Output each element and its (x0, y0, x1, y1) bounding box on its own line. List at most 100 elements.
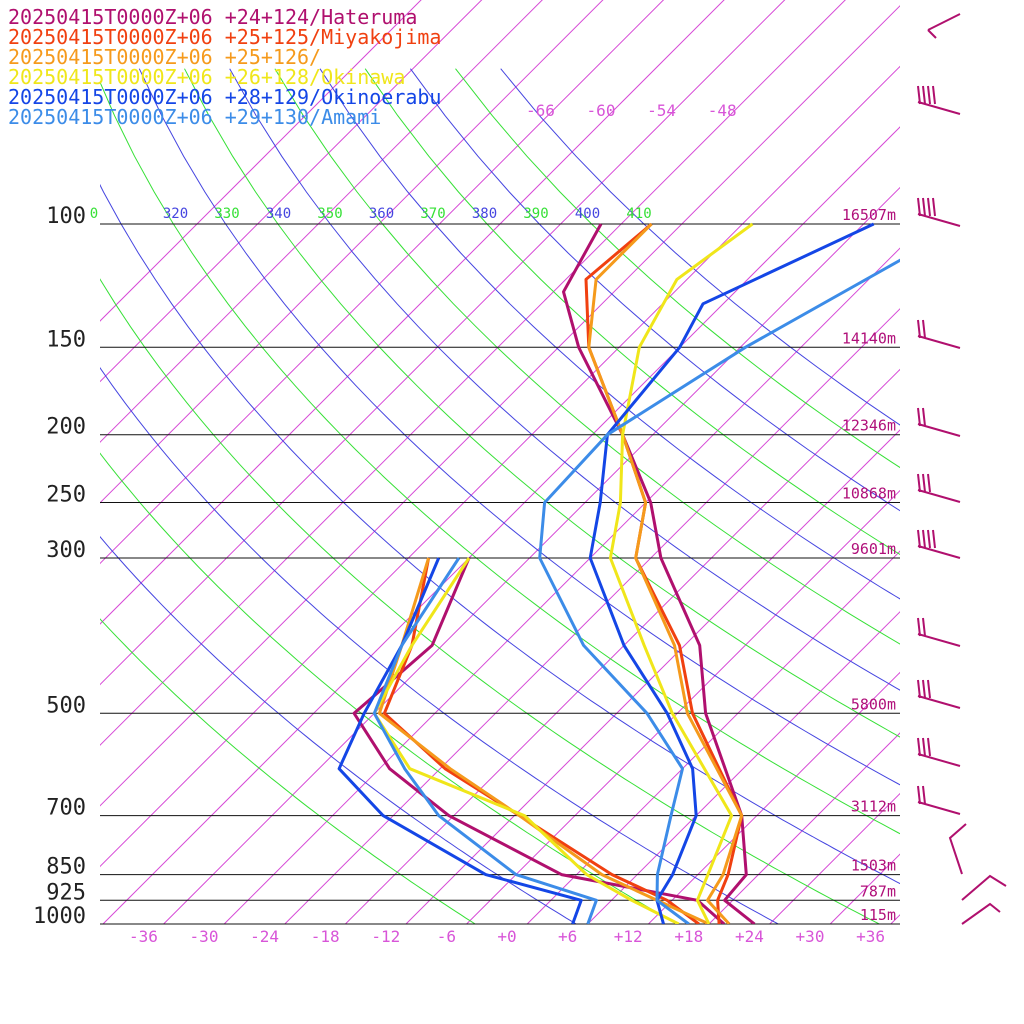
skew-temperature-labels: -66 -60 -54 -48 (526, 101, 737, 120)
temperature-tick-label: -30 (190, 927, 219, 946)
wind-barb-flag (922, 197, 926, 217)
legend: 20250415T0000Z+06 +24+124/Hateruma202504… (8, 5, 441, 129)
skew-temperature-label: -60 (587, 101, 616, 120)
temperature-tick-label: -6 (437, 927, 456, 946)
pressure-label: 700 (46, 796, 86, 821)
wind-barb-staff (961, 874, 1007, 901)
height-labels: 16507m 14140m 12346m 10868m 9601m 5800m 3112m 1… (842, 206, 896, 924)
isotherm-line (100, 0, 422, 322)
wind-barb-flag (917, 407, 921, 427)
wind-barb-flag (917, 529, 921, 549)
wind-barb-flag (917, 679, 921, 699)
height-label: 16507m (842, 206, 896, 224)
wind-barb (917, 407, 961, 437)
dewpoint-profile-line (352, 557, 726, 924)
temperature-tick-label: +36 (856, 927, 885, 946)
wind-barb-flag (922, 529, 926, 549)
pressure-label: 300 (46, 538, 86, 563)
wind-barb-flag (917, 197, 921, 217)
temperature-profile-line (588, 222, 875, 924)
theta-label: 350 (317, 206, 342, 222)
wind-barb (917, 197, 961, 227)
dry-adiabat-lines (100, 68, 900, 924)
dry-adiabat-line (100, 183, 900, 885)
legend-entry: 20250415T0000Z+06 +24+124/Hateruma (8, 5, 417, 29)
isotherm-line (648, 671, 900, 924)
legend-entry: 20250415T0000Z+06 +25+125/Miyakojima (8, 25, 441, 49)
wind-barb-flag (922, 407, 926, 427)
theta-label: 380 (472, 206, 497, 222)
theta-labels: 0 320 330 340 350 360 370 380 390 400 410 (90, 206, 652, 222)
temperature-tick-label: -24 (250, 927, 279, 946)
legend-entry: 20250415T0000Z+06 +26+128/Okinawa (8, 65, 405, 89)
wind-barb (917, 679, 961, 709)
temperature-tick-label: -12 (371, 927, 400, 946)
wind-barb-flag (927, 197, 931, 217)
wind-barb-flag (932, 197, 936, 217)
temperature-profile-line (538, 258, 900, 924)
wind-barb (917, 529, 961, 559)
pressure-label: 1000 (33, 904, 86, 929)
theta-label: 410 (626, 206, 651, 222)
height-label: 115m (860, 906, 896, 924)
height-label: 14140m (842, 329, 896, 347)
wind-barb-staff (961, 902, 1001, 925)
pressure-label: 925 (46, 880, 86, 905)
wind-barb (917, 85, 961, 115)
dry-adiabat-line (100, 367, 780, 924)
pressure-label: 250 (46, 483, 86, 508)
wind-barb-staff (927, 13, 961, 31)
dewpoint-profile-line (337, 557, 583, 924)
temperature-tick-label: +18 (674, 927, 703, 946)
wind-barb (917, 473, 961, 503)
theta-label: 370 (420, 206, 445, 222)
dewpoint-profile-line (372, 557, 598, 924)
wind-barb-flag (922, 617, 926, 637)
dry-adiabat-line (319, 68, 900, 600)
legend-entry: 20250415T0000Z+06 +29+130/Amami (8, 105, 381, 129)
sounding-profiles (337, 222, 900, 924)
theta-label: 400 (575, 206, 600, 222)
wind-barb-flag (922, 785, 926, 805)
temperature-profile-line (562, 223, 756, 924)
pressure-label: 500 (46, 693, 86, 718)
isotherm-line (466, 489, 900, 924)
wind-barb-flag (932, 529, 936, 549)
dry-adiabat-line (100, 278, 881, 924)
wind-barbs (917, 13, 1007, 925)
dry-adiabat-line (100, 535, 578, 924)
dry-adiabat-line (100, 452, 679, 924)
legend-entry: 20250415T0000Z+06 +25+126/ (8, 45, 321, 69)
temperature-profile-line (608, 222, 754, 924)
wind-barb-flag (917, 473, 921, 493)
isotherm-line (100, 0, 483, 383)
wind-barb-flag (917, 737, 921, 757)
dry-adiabat-line (100, 618, 477, 924)
height-label: 10868m (842, 485, 896, 503)
temperature-profile-line (587, 222, 744, 924)
temperature-axis-labels: -36 -30 -24 -18 -12 -6 +0 +6 +12 +18 +24 +30 +36 (129, 927, 885, 946)
wind-barb-flag (917, 617, 921, 637)
wind-barb-flag (917, 85, 921, 105)
temperature-tick-label: -18 (311, 927, 340, 946)
dry-adiabat-line (409, 68, 900, 512)
isotherm-line (587, 611, 900, 924)
pressure-label: 850 (46, 855, 86, 880)
wind-barb-flag (917, 785, 921, 805)
wind-barb-flag (927, 85, 931, 105)
wind-barb-flag (922, 85, 926, 105)
wind-barb-flag (922, 679, 926, 699)
skew-temperature-label: -66 (526, 101, 555, 120)
dry-adiabat-line (100, 80, 900, 835)
wind-barb (917, 737, 961, 767)
height-label: 1503m (851, 857, 896, 875)
theta-label: 320 (163, 206, 188, 222)
dry-adiabat-line (274, 68, 900, 645)
height-label: 3112m (851, 798, 896, 816)
theta-label: 360 (369, 206, 394, 222)
pressure-label: 200 (46, 415, 86, 440)
isotherm-line (708, 732, 900, 924)
temperature-tick-label: +0 (497, 927, 516, 946)
legend-entry: 20250415T0000Z+06 +28+129/Okinoerabu (8, 85, 441, 109)
